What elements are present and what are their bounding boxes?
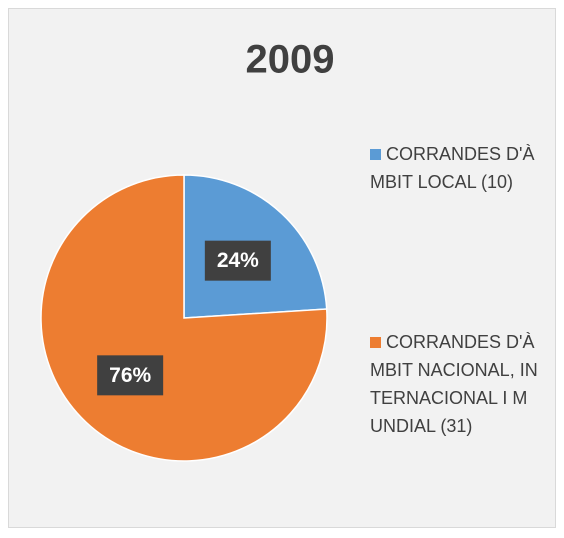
data-label: 24%: [217, 249, 259, 272]
legend-entry: CORRANDES D'ÀMBIT NACIONAL, INTERNACIONA…: [370, 328, 540, 440]
legend-entry: CORRANDES D'ÀMBIT LOCAL (10): [370, 140, 540, 196]
legend-swatch: [370, 337, 381, 348]
legend-swatch: [370, 149, 381, 160]
legend-label: CORRANDES D'ÀMBIT NACIONAL, INTERNACIONA…: [370, 332, 538, 436]
data-label-box: [204, 240, 271, 281]
chart-title: 2009: [246, 38, 335, 82]
data-label: 76%: [109, 364, 151, 387]
legend-label: CORRANDES D'ÀMBIT LOCAL (10): [370, 144, 535, 192]
data-label-box: [97, 355, 164, 396]
